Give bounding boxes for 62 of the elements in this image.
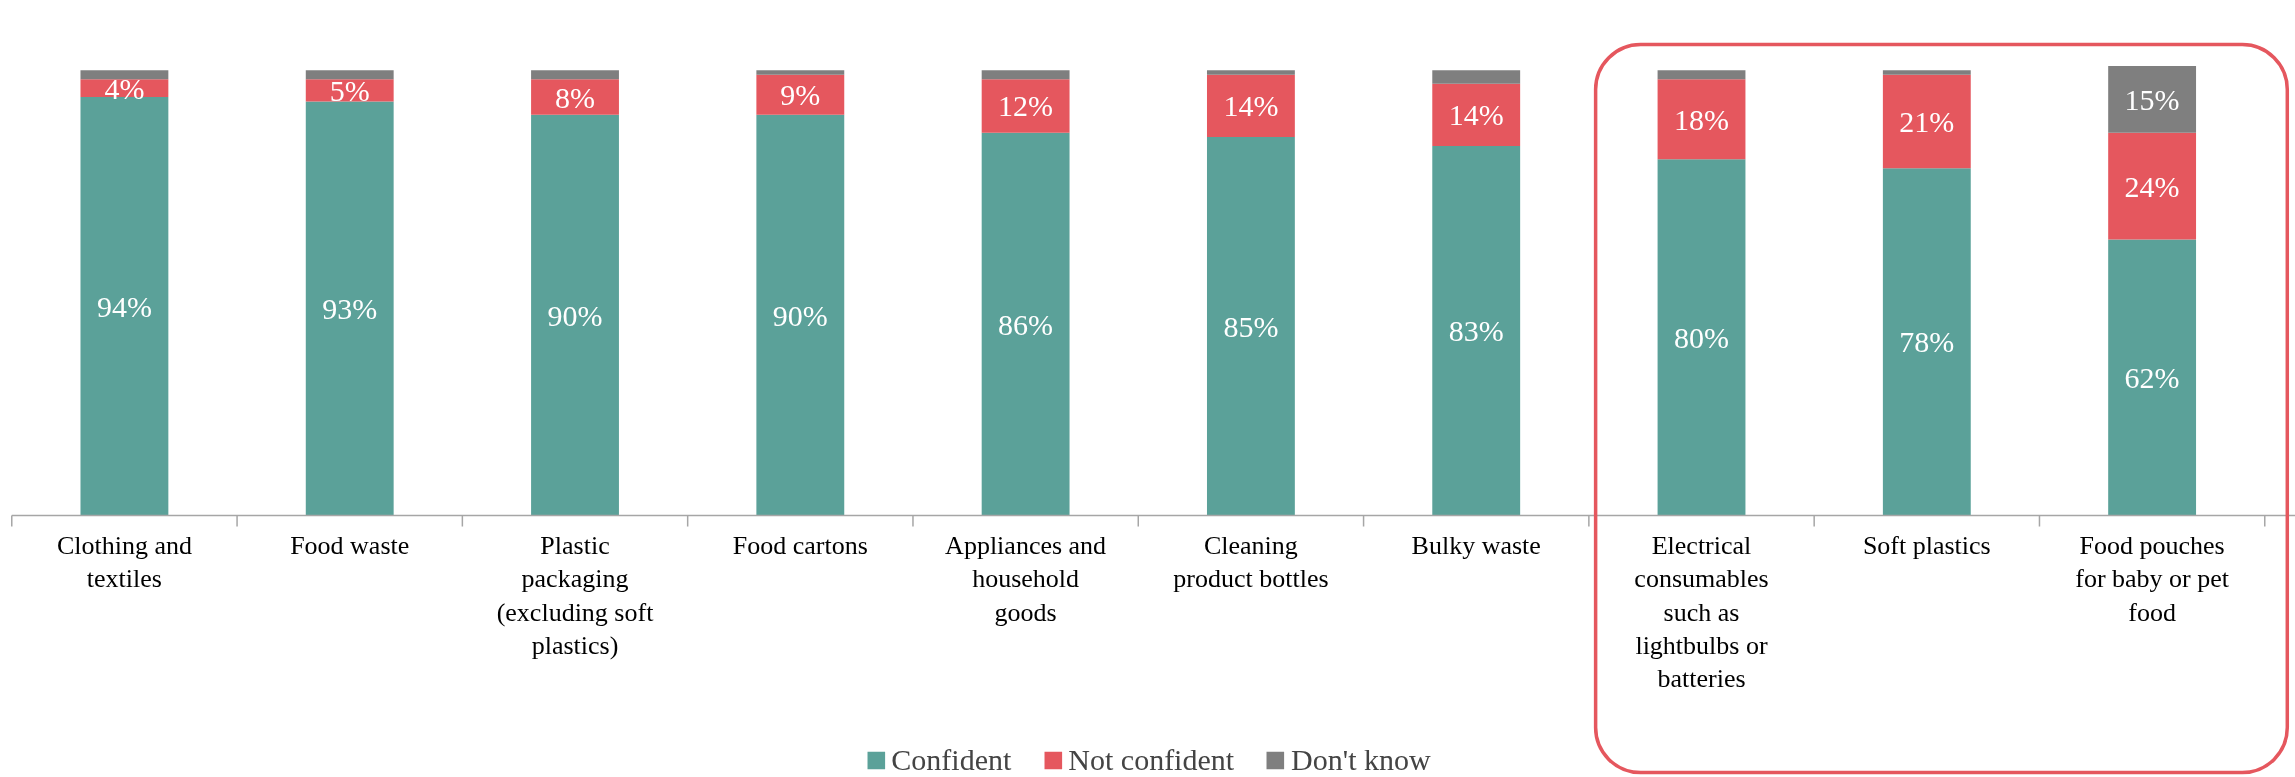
data-label: 14% — [1223, 89, 1279, 123]
bar — [1657, 159, 1746, 516]
bar — [1206, 137, 1295, 516]
bar — [531, 114, 619, 516]
data-label: 85% — [1223, 309, 1279, 343]
legend-label: Not confident — [1068, 743, 1235, 777]
data-label: 21% — [1899, 105, 1955, 139]
data-label: 5% — [329, 73, 370, 107]
x-tick-label: Food waste — [290, 530, 410, 560]
data-label: 78% — [1899, 325, 1955, 359]
bar — [1206, 70, 1295, 75]
data-label: 62% — [2124, 360, 2180, 394]
data-label: 8% — [555, 80, 596, 114]
bar — [305, 101, 394, 516]
bar — [305, 70, 394, 80]
bar — [1432, 146, 1521, 516]
bar — [1206, 74, 1295, 138]
bar — [1657, 70, 1746, 80]
bar — [531, 70, 619, 80]
x-tick-label: Bulky waste — [1411, 530, 1541, 560]
data-label: 94% — [96, 289, 152, 323]
bar — [981, 132, 1070, 516]
data-label: 93% — [322, 291, 378, 325]
legend-label: Confident — [891, 743, 1012, 777]
data-label: 4% — [104, 71, 145, 105]
data-label: 83% — [1448, 314, 1504, 348]
x-tick-label: Cleaning product bottles — [1173, 530, 1329, 594]
bar — [981, 70, 1070, 80]
bar — [981, 79, 1070, 133]
data-label: 18% — [1674, 102, 1730, 136]
bar — [1432, 83, 1521, 147]
bar — [2108, 132, 2197, 240]
x-tick-label: Food pouches for baby or pet food — [2075, 530, 2230, 627]
bar — [1882, 70, 1971, 75]
bar — [531, 79, 619, 115]
data-label: 12% — [998, 89, 1054, 123]
bar — [1657, 79, 1746, 160]
data-label: 90% — [772, 298, 828, 332]
bar — [1882, 74, 1971, 169]
data-label: 14% — [1448, 98, 1504, 132]
x-tick-label: Electrical consumables such as lightbulbs or batteries — [1634, 530, 1769, 694]
data-label: 90% — [547, 298, 603, 332]
bar — [80, 97, 169, 516]
data-label: 9% — [780, 78, 821, 112]
bar — [1432, 70, 1521, 84]
bar — [2108, 65, 2197, 133]
x-tick-label: Soft plastics — [1862, 530, 1991, 560]
data-label: 80% — [1674, 320, 1730, 354]
x-tick-label: Food cartons — [732, 530, 868, 560]
bar — [756, 74, 845, 115]
bar — [756, 114, 845, 516]
legend-label: Don't know — [1291, 743, 1431, 777]
bar — [1882, 168, 1971, 516]
x-tick-label: Appliances and household goods — [945, 530, 1107, 627]
bar — [756, 70, 845, 75]
bar — [2108, 239, 2197, 516]
x-tick-label: Clothing and textiles — [56, 530, 192, 594]
data-label: 86% — [998, 307, 1054, 341]
data-label: 15% — [2124, 82, 2180, 116]
bar — [80, 70, 169, 80]
data-label: 24% — [2124, 169, 2180, 203]
x-tick-label: Plastic packaging (excluding soft plastics) — [496, 530, 655, 661]
